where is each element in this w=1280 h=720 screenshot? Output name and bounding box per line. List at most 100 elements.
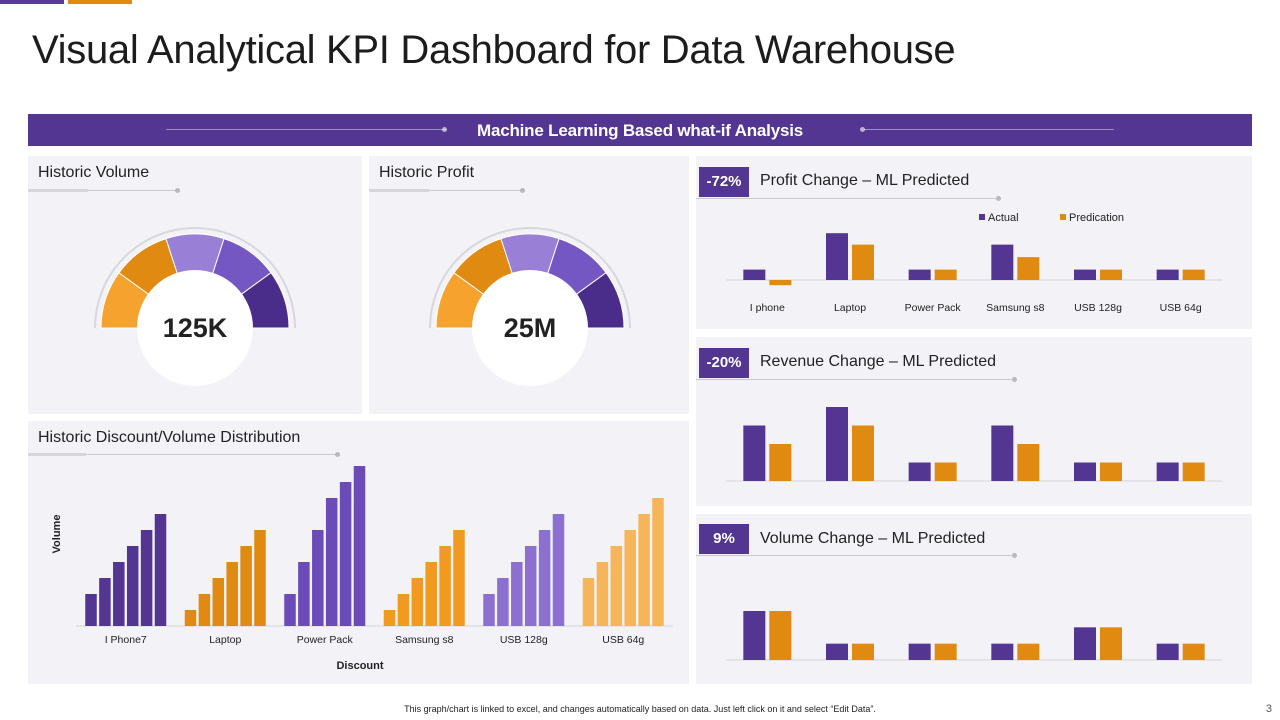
legend-swatch xyxy=(979,214,985,220)
gauge-value: 25M xyxy=(504,313,557,343)
bar xyxy=(1156,462,1179,481)
x-axis-label: Discount xyxy=(336,660,383,672)
title-underline-thin xyxy=(86,454,336,455)
title-underline-dot xyxy=(1012,377,1017,382)
bar xyxy=(511,562,523,626)
profit-prediction-panel: -72% Profit Change – ML Predicted I phon… xyxy=(696,156,1252,329)
banner-dot-right xyxy=(860,127,865,132)
historic-volume-panel: Historic Volume 125K xyxy=(28,156,362,414)
volume-chart-title: Volume Change – ML Predicted xyxy=(760,530,986,547)
bar xyxy=(826,233,848,280)
bar xyxy=(908,643,931,660)
x-tick-label: I phone xyxy=(750,302,785,314)
bar xyxy=(582,578,595,626)
bar xyxy=(483,594,495,626)
legend-label: Actual xyxy=(988,212,1019,224)
x-tick-label: Laptop xyxy=(834,302,866,314)
bar xyxy=(638,514,650,626)
bar xyxy=(425,562,437,626)
bar xyxy=(1182,462,1205,481)
title-underline xyxy=(28,453,86,456)
bar xyxy=(226,562,238,626)
bar xyxy=(743,269,766,280)
title-underline xyxy=(28,189,88,192)
bar xyxy=(1156,643,1179,660)
title-underline-dot xyxy=(335,452,340,457)
x-tick-label: Samsung s8 xyxy=(395,634,454,646)
accent-bar-orange xyxy=(68,0,132,4)
gauge-value: 125K xyxy=(163,313,228,343)
x-tick-label: USB 128g xyxy=(1074,302,1122,314)
bar xyxy=(908,269,931,280)
bar xyxy=(254,530,266,626)
bar xyxy=(538,530,551,626)
bar xyxy=(1156,269,1179,280)
revenue-chart-title: Revenue Change – ML Predicted xyxy=(760,353,996,370)
bar xyxy=(154,514,167,626)
profit-change-chart: I phone Laptop Power Pack Samsung s8 USB 128… xyxy=(726,212,1222,314)
bar xyxy=(769,280,792,286)
bar xyxy=(610,546,623,626)
profit-change-badge: -72% xyxy=(699,167,749,197)
bar xyxy=(284,594,296,626)
title-underline xyxy=(696,555,1012,556)
x-tick-label: Samsung s8 xyxy=(986,302,1045,314)
banner-line-left xyxy=(166,129,446,130)
x-tick-label: Power Pack xyxy=(297,634,354,646)
bar xyxy=(1074,627,1096,660)
title-underline xyxy=(696,379,1012,380)
x-tick-label: Power Pack xyxy=(905,302,962,314)
bar xyxy=(353,466,366,626)
distribution-chart: I Phone7 Laptop Power Pack Samsung s8 USB 12… xyxy=(51,466,673,672)
page-number: 3 xyxy=(1265,703,1272,715)
bar xyxy=(991,643,1014,660)
gauge-center xyxy=(472,270,588,386)
bar xyxy=(743,611,766,660)
bar xyxy=(852,643,874,660)
bar xyxy=(1100,627,1122,660)
volume-change-badge: 9% xyxy=(699,524,749,554)
bar xyxy=(411,578,424,626)
distribution-title: Historic Discount/Volume Distribution xyxy=(38,429,301,446)
bar xyxy=(934,269,957,280)
y-axis-label: Volume xyxy=(51,515,63,554)
bar xyxy=(934,462,957,481)
bar xyxy=(99,578,111,626)
legend-label: Predication xyxy=(1069,212,1124,224)
revenue-change-badge: -20% xyxy=(699,348,749,378)
bar xyxy=(126,546,139,626)
bar xyxy=(1074,462,1096,481)
revenue-prediction-panel: -20% Revenue Change – ML Predicted xyxy=(696,337,1252,506)
bar xyxy=(743,425,766,481)
bar xyxy=(184,610,197,626)
title-underline-thin xyxy=(429,190,521,191)
bar xyxy=(113,562,125,626)
footnote: This graph/chart is linked to excel, and… xyxy=(404,704,876,714)
title-underline-dot xyxy=(1012,553,1017,558)
profit-chart-title: Profit Change – ML Predicted xyxy=(760,172,970,189)
bar xyxy=(852,244,874,280)
bar xyxy=(826,643,848,660)
title-underline xyxy=(696,198,996,199)
bar xyxy=(1182,643,1205,660)
title-underline-dot xyxy=(996,196,1001,201)
bar xyxy=(240,546,252,626)
bar xyxy=(198,594,211,626)
title-underline-thin xyxy=(88,190,176,191)
bar xyxy=(991,425,1014,481)
x-tick-label: USB 64g xyxy=(602,634,644,646)
revenue-change-chart xyxy=(726,407,1222,482)
bar xyxy=(908,462,931,481)
title-underline-dot xyxy=(520,188,525,193)
bar xyxy=(212,578,225,626)
bar xyxy=(596,562,609,626)
x-tick-label: USB 128g xyxy=(500,634,548,646)
bar xyxy=(298,562,310,626)
bar xyxy=(934,643,957,660)
bar xyxy=(1017,643,1040,660)
bar xyxy=(339,482,352,626)
bar xyxy=(1100,269,1122,280)
bar xyxy=(383,610,396,626)
bar xyxy=(1182,269,1205,280)
